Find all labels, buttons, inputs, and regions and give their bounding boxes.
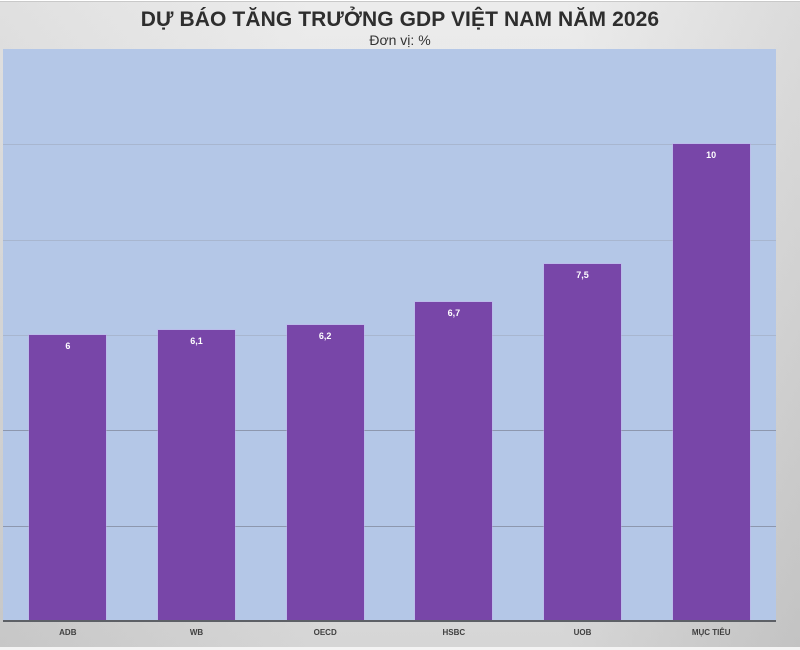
x-axis-category-label: HSBC <box>442 628 466 637</box>
bar[interactable]: 6,2 <box>286 325 364 621</box>
bar-value-label: 7,5 <box>576 269 589 280</box>
bar-value-label: 10 <box>706 150 717 161</box>
x-axis-category-label: ADB <box>59 628 77 637</box>
gridline <box>3 525 776 527</box>
x-axis-category-label: UOB <box>573 628 592 637</box>
bar-value-label: 6,2 <box>318 331 332 342</box>
bar-value-label: 6,1 <box>190 336 203 347</box>
gridline <box>3 239 776 241</box>
bar[interactable]: 6,7 <box>415 301 493 621</box>
x-axis-line <box>3 620 776 622</box>
bar[interactable]: 7,5 <box>544 263 621 621</box>
bar[interactable]: 6,1 <box>158 330 235 621</box>
x-axis-category-label: MỤC TIÊU <box>691 628 731 637</box>
chart-subtitle: Đơn vị: % <box>369 32 431 48</box>
bar[interactable]: 10 <box>672 144 750 621</box>
x-axis-category-label: OECD <box>313 628 337 637</box>
gridline <box>3 430 776 432</box>
bar-value-label: 6 <box>65 341 71 351</box>
bottom-strip <box>0 647 800 650</box>
plot-area <box>3 49 776 621</box>
bar[interactable]: 6 <box>29 335 107 621</box>
chart-title: DỰ BÁO TĂNG TRƯỞNG GDP VIỆT NAM NĂM 2026 <box>140 8 660 31</box>
gridline <box>3 144 776 146</box>
gridline <box>3 335 776 336</box>
bar-value-label: 6,7 <box>447 307 461 318</box>
x-axis-category-label: WB <box>189 628 204 637</box>
